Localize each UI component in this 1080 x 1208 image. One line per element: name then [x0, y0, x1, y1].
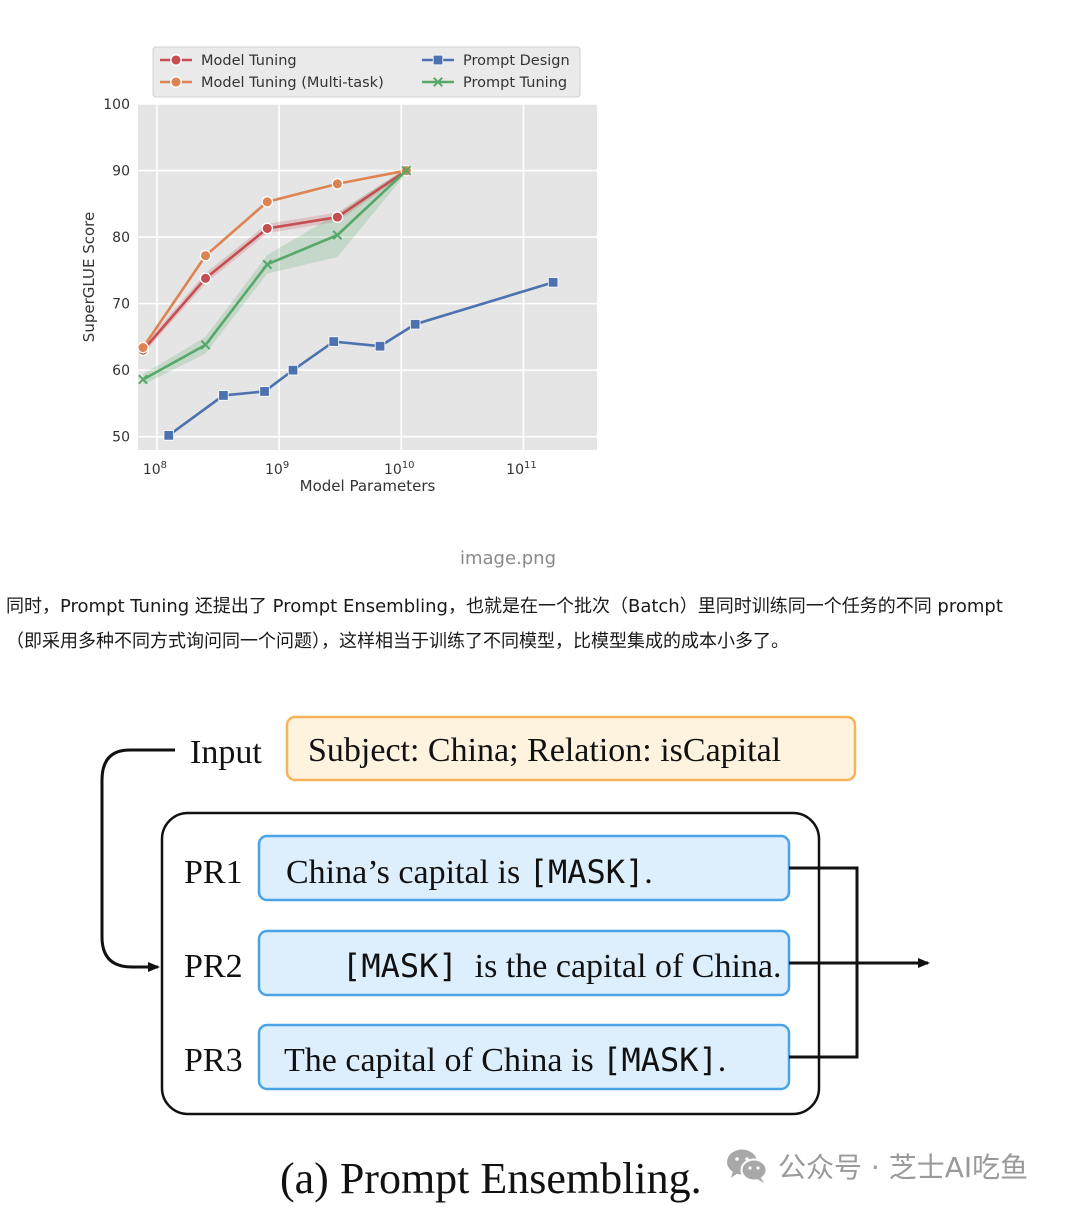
diagram-caption: (a) Prompt Ensembling. [280, 1154, 702, 1203]
y-tick-label: 60 [112, 363, 130, 379]
data-point [261, 195, 274, 208]
legend-label: Prompt Tuning [463, 75, 567, 91]
data-point [259, 386, 270, 397]
watermark-text: 公众号 · 芝士AI吃鱼 [778, 1151, 1029, 1184]
prompt-id-pr1: PR1 [184, 854, 243, 891]
legend-marker [170, 76, 182, 88]
prompt-text-pr2: [MASK] is the capital of China. [288, 946, 814, 986]
data-point [137, 341, 149, 354]
series-prompt-design [163, 277, 559, 441]
legend-box [152, 46, 581, 98]
plot-area [138, 104, 597, 450]
superglue-chart: 50 60 70 80 90 100 108 109 1010 1011 Model Paramet… [80, 46, 597, 495]
series-line [167, 281, 554, 437]
wechat-icon [727, 1149, 768, 1183]
input-box [285, 715, 857, 782]
data-point [331, 211, 344, 223]
data-point [374, 340, 386, 352]
data-point [262, 259, 273, 270]
input-label: Input [190, 734, 262, 771]
data-point [200, 339, 211, 350]
x-tick-label: 109 [265, 460, 289, 478]
y-tick-label: 50 [112, 430, 130, 446]
legend-label: Model Tuning [201, 53, 297, 69]
y-tick-label: 100 [103, 97, 130, 113]
data-point [218, 390, 229, 401]
legend: Model Tuning Model Tuning (Multi-task) Pro… [152, 46, 581, 98]
prompt-id-pr3: PR3 [184, 1042, 243, 1079]
prompt-text-pr3: The capital of China is [MASK]. [284, 1041, 726, 1079]
legend-label: Model Tuning (Multi-task) [201, 75, 384, 91]
x-axis-label: Model Parameters [300, 477, 436, 495]
legend-label: Prompt Design [463, 53, 570, 69]
y-tick-label: 80 [112, 230, 130, 246]
data-point [199, 249, 212, 262]
legend-marker [433, 77, 443, 87]
data-point [547, 277, 559, 288]
data-point [163, 430, 174, 441]
y-tick-label: 70 [112, 297, 130, 313]
ensemble-merge-lines [789, 866, 859, 1059]
input-loop-arrow [100, 748, 175, 972]
data-point [261, 222, 274, 235]
x-tick-label: 1011 [506, 460, 537, 478]
prompt-id-pr2: PR2 [184, 948, 243, 985]
data-point [138, 374, 148, 385]
data-point [331, 177, 344, 190]
prompt-ensembling-diagram: Input Subject: China; Relation: isCapita… [100, 715, 930, 1203]
x-tick-label: 1010 [384, 460, 415, 478]
data-point [199, 272, 212, 285]
y-axis-label: SuperGLUE Score [80, 212, 98, 342]
series-model-tuning-multi-task- [137, 164, 413, 354]
image-caption: image.png [459, 548, 557, 569]
prompt-text-pr1: China’s capital is [MASK]. [286, 853, 653, 891]
data-point [328, 336, 339, 347]
series-prompt-tuning [138, 165, 412, 385]
x-tick-label: 108 [143, 460, 167, 478]
data-point [287, 364, 299, 376]
data-point [332, 230, 343, 240]
input-text: Subject: China; Relation: isCapital [308, 732, 781, 769]
data-point [409, 319, 421, 330]
legend-marker [170, 54, 182, 66]
data-point [401, 165, 412, 176]
confidence-band [143, 167, 407, 385]
body-paragraph: 同时，Prompt Tuning 还提出了 Prompt Ensembling，… [6, 596, 1003, 652]
watermark: 公众号 · 芝士AI吃鱼 [726, 1146, 1028, 1186]
legend-marker [432, 54, 444, 66]
y-tick-label: 90 [112, 164, 130, 180]
